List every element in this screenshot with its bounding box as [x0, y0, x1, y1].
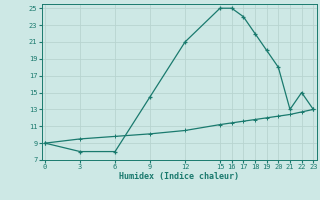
X-axis label: Humidex (Indice chaleur): Humidex (Indice chaleur) — [119, 172, 239, 181]
